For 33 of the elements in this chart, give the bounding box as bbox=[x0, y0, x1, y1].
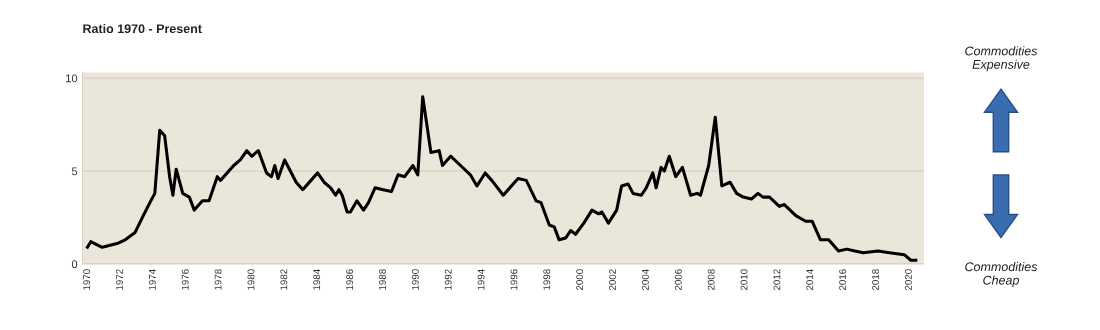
x-tick-label: 2008 bbox=[707, 269, 715, 290]
x-tick-label: 2002 bbox=[609, 269, 616, 290]
y-tick-label: 0 bbox=[71, 260, 78, 269]
x-tick-label: 2018 bbox=[872, 269, 879, 290]
x-tick-label: 2010 bbox=[740, 269, 748, 290]
x-tick-label: 2016 bbox=[839, 269, 847, 290]
x-tick-label: 1990 bbox=[411, 269, 419, 290]
x-tick-label: 1994 bbox=[477, 269, 485, 290]
x-tick-label: 2006 bbox=[674, 269, 682, 290]
x-tick-label: 1972 bbox=[116, 269, 123, 290]
x-tick-label: 1988 bbox=[379, 269, 386, 290]
text: Commodities Cheap bbox=[965, 261, 1038, 288]
x-tick-label: 1980 bbox=[247, 269, 255, 290]
y-tick-label: 5 bbox=[71, 167, 78, 176]
chart-title: Ratio 1970 - Present bbox=[83, 23, 202, 34]
x-tick-label: 2012 bbox=[773, 269, 781, 290]
x-tick-label: 1998 bbox=[543, 269, 551, 290]
x-tick-label: 1976 bbox=[181, 269, 189, 290]
x-tick-label: 2020 bbox=[904, 269, 912, 290]
text: Commodities Expensive bbox=[965, 46, 1038, 72]
x-tick-label: 1974 bbox=[148, 269, 156, 290]
y-tick-label: 10 bbox=[66, 74, 78, 83]
x-tick-label: 1992 bbox=[444, 269, 452, 290]
line-series bbox=[85, 95, 918, 262]
x-tick-label: 1982 bbox=[280, 269, 288, 290]
x-tick-label: 2014 bbox=[806, 269, 814, 290]
x-tick-label: 1996 bbox=[510, 269, 518, 290]
x-tick-label: 1978 bbox=[214, 269, 222, 290]
x-tick-label: 1986 bbox=[346, 269, 354, 290]
x-tick-label: 2000 bbox=[576, 269, 584, 290]
x-tick-label: 2004 bbox=[641, 269, 649, 290]
x-tick-label: 1970 bbox=[83, 269, 91, 290]
x-tick-label: 1984 bbox=[313, 269, 321, 290]
